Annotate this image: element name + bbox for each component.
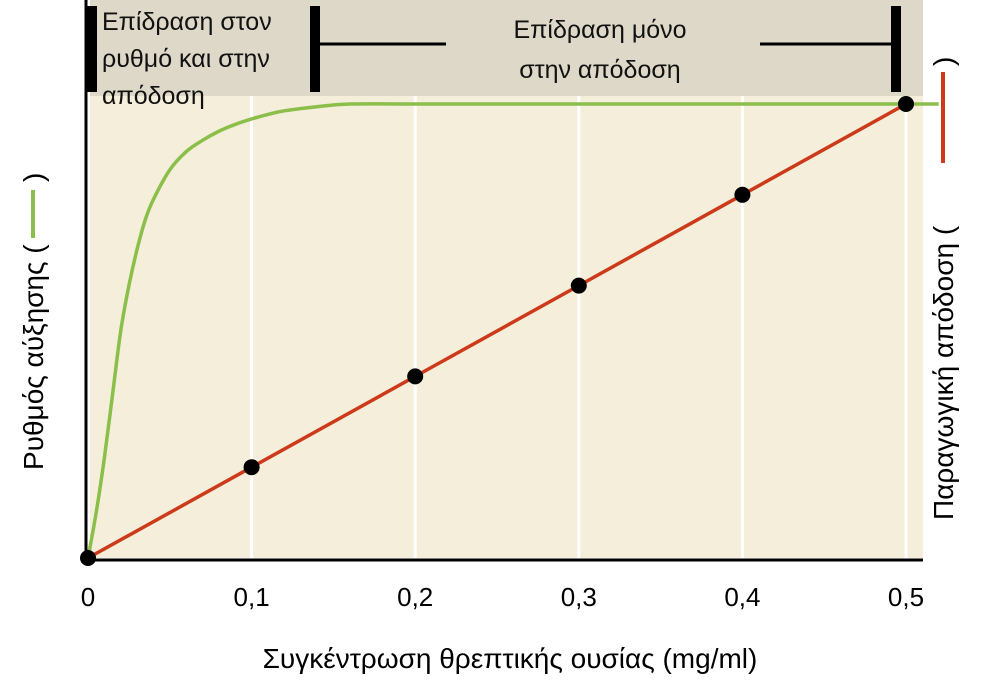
- series-line-yield: [87, 102, 907, 560]
- left-box-line-1: Επίδραση στον: [102, 8, 272, 36]
- x-tick-label: 0,2: [397, 582, 433, 612]
- left-box-line-2: ρυθμό και στην: [102, 45, 270, 73]
- x-tick-label: 0,1: [234, 582, 270, 612]
- annotation-band: [90, 0, 923, 96]
- bracket-bar-middle: [310, 6, 320, 92]
- series-layer: [80, 96, 939, 566]
- x-tick-label: 0,4: [724, 582, 760, 612]
- data-point-yield: [898, 96, 914, 112]
- y-axis-left-title-close: ): [18, 173, 49, 182]
- x-tick-label: 0,5: [888, 582, 924, 612]
- data-point-yield: [734, 186, 751, 203]
- x-tick-label: 0,3: [561, 582, 597, 612]
- gridlines: [250, 96, 908, 558]
- x-tick-labels: 0 0,1 0,2 0,3 0,4 0,5: [81, 582, 924, 612]
- right-box-line-1: Επίδραση μόνο: [513, 16, 686, 44]
- data-point-yield: [407, 368, 424, 385]
- left-box-line-3: απόδοση: [102, 82, 205, 110]
- data-point-yield: [243, 459, 260, 476]
- series-line-growth_rate: [86, 102, 939, 559]
- data-point-yield: [80, 550, 96, 566]
- x-axis-title: Συγκέντρωση θρεπτικής ουσίας (mg/ml): [263, 643, 758, 674]
- y-axis-left-title: Ρυθμός αύξησης (: [18, 244, 49, 470]
- y-axis-right-title-close: ): [928, 57, 959, 66]
- bracket-bar-right: [891, 6, 901, 92]
- right-box-line-2: στην απόδοση: [519, 56, 680, 84]
- data-point-yield: [570, 277, 587, 294]
- y-axis-right-title: Παραγωγική απόδοση (: [928, 225, 959, 520]
- x-tick-label: 0: [81, 582, 95, 612]
- bracket-bar-left: [87, 6, 97, 92]
